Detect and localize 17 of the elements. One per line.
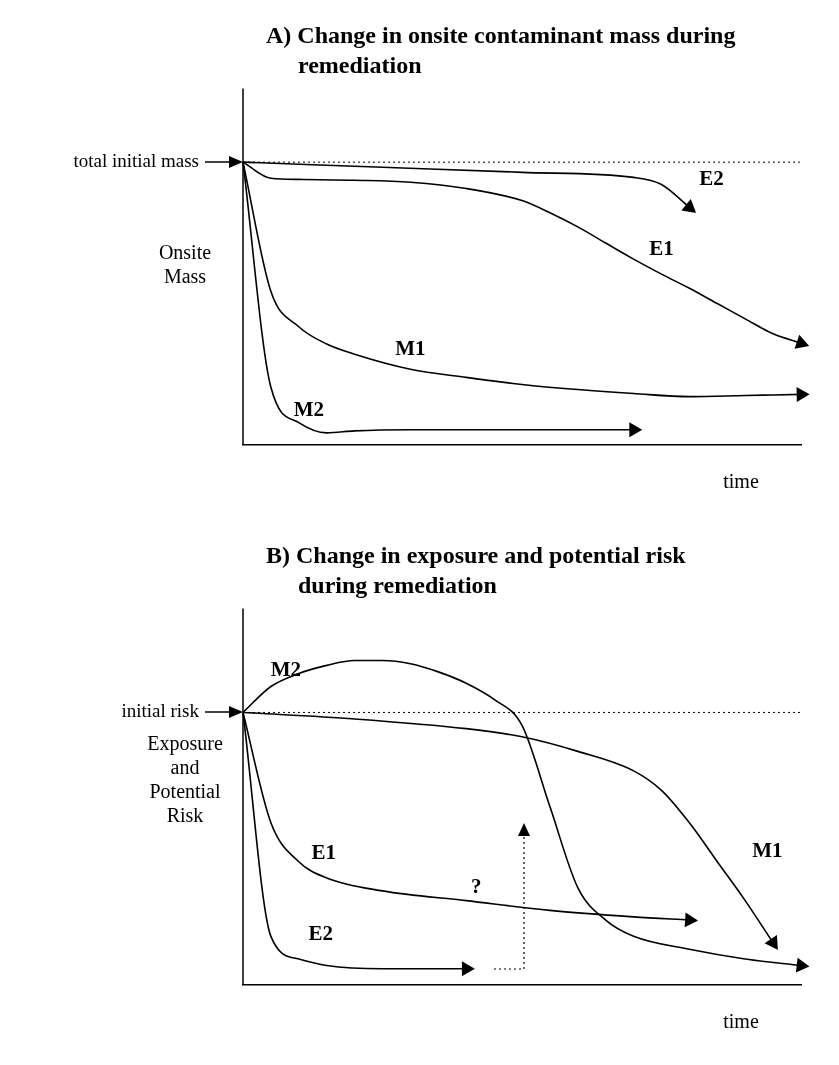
y-axis-title: Exposure and Potential Risk [147,731,223,826]
series-label: E1 [311,840,337,865]
series-label: M2 [293,397,324,422]
chart-title: B) Change in exposure and potential risk during remediation [266,541,687,600]
x-axis-title: time [723,1010,759,1033]
series-label: M2 [270,656,302,681]
series-label: M1 [752,838,783,863]
series-label: M1 [395,335,426,360]
series-label: E2 [699,165,724,190]
series-label: E1 [649,235,674,260]
series-label: E2 [308,921,334,946]
y-axis-title: Onsite Mass [158,240,212,287]
chart-title: A) Change in onsite contaminant mass during remediation [266,21,737,80]
ref-line-label: initial risk [121,700,200,722]
annotation: ? [470,874,482,899]
x-axis-title: time [723,470,759,493]
ref-line-label: total initial mass [73,150,199,172]
